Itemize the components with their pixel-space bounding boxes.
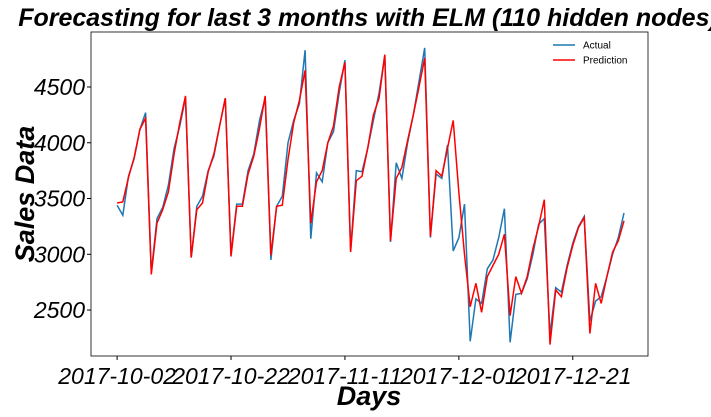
chart-title: Forecasting for last 3 months with ELM (… — [18, 4, 711, 32]
y-tick-label: 3500 — [34, 186, 85, 212]
y-axis-label: Sales Data — [10, 126, 40, 263]
y-tick-label: 4500 — [34, 74, 85, 100]
legend-label: Actual — [583, 41, 611, 52]
x-tick-label: 2017-12-01 — [399, 363, 518, 389]
x-tick-label: 2017-10-02 — [57, 363, 176, 389]
x-tick-label: 2017-10-22 — [171, 363, 290, 389]
x-tick-label: 2017-12-21 — [513, 363, 632, 389]
y-tick-label: 2500 — [33, 297, 85, 323]
x-axis-label: Days — [337, 381, 402, 411]
y-tick-label: 3000 — [34, 241, 85, 267]
plot-frame — [90, 31, 649, 357]
y-tick-label: 4000 — [34, 130, 85, 156]
legend-label: Prediction — [583, 56, 627, 67]
x-tick-label: 2017-11-11 — [287, 363, 402, 389]
line-series — [116, 54, 625, 345]
